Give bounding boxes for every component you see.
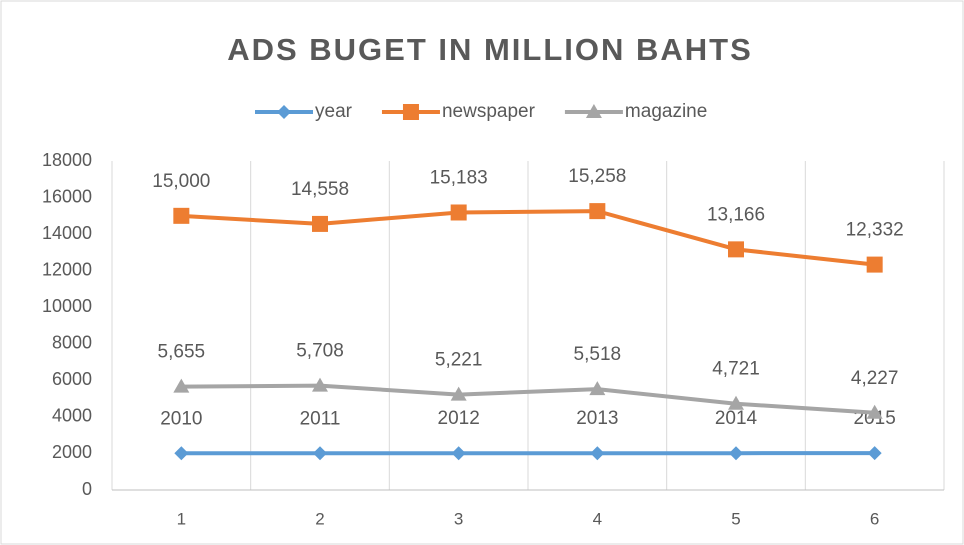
x-tick-label: 1 <box>177 509 186 528</box>
marker <box>867 446 882 461</box>
data-label: 2011 <box>300 408 341 429</box>
chart-title: ADS BUGET IN MILLION BAHTS <box>227 32 753 67</box>
x-tick-label: 5 <box>731 509 740 528</box>
x-tick-label: 4 <box>593 509 602 528</box>
marker <box>585 104 602 118</box>
y-tick-label: 12000 <box>42 259 92 279</box>
marker <box>174 446 189 461</box>
data-label: 12,332 <box>846 220 904 241</box>
data-label: 5,655 <box>158 342 206 363</box>
data-label: 4,227 <box>851 368 899 389</box>
marker <box>728 395 744 410</box>
marker <box>450 204 467 221</box>
marker <box>589 381 606 396</box>
y-tick-label: 2000 <box>52 442 92 462</box>
y-tick-label: 16000 <box>42 186 92 206</box>
line <box>181 383 875 415</box>
y-tick-label: 10000 <box>42 296 92 316</box>
marker <box>866 404 883 419</box>
data-label: 15,000 <box>152 171 210 192</box>
x-tick-label: 3 <box>454 509 463 528</box>
marker <box>450 386 467 401</box>
marker <box>312 215 328 232</box>
marker <box>312 377 328 392</box>
data-label: 5,518 <box>574 344 622 365</box>
x-tick-label: 2 <box>315 509 324 528</box>
y-tick-label: 0 <box>82 479 92 499</box>
legend-label: newspaper <box>442 101 536 122</box>
marker <box>729 446 743 461</box>
marker <box>313 446 327 461</box>
marker <box>451 446 466 461</box>
y-tick-label: 6000 <box>52 369 92 389</box>
data-label: 5,221 <box>435 350 483 371</box>
legend-label: year <box>315 101 353 122</box>
marker <box>402 104 419 120</box>
marker <box>589 203 606 220</box>
data-label: 2013 <box>576 408 618 429</box>
marker <box>866 256 883 273</box>
marker <box>728 241 744 258</box>
marker <box>277 105 291 119</box>
data-label: 2010 <box>160 408 202 429</box>
data-label: 2014 <box>715 408 758 429</box>
y-tick-label: 18000 <box>42 150 92 170</box>
data-label: 5,708 <box>296 341 344 362</box>
marker <box>173 378 190 393</box>
y-tick-label: 4000 <box>52 406 92 426</box>
data-label: 13,166 <box>707 204 765 225</box>
x-tick-label: 6 <box>870 509 879 528</box>
data-label: 15,183 <box>430 168 488 189</box>
data-label: 2012 <box>438 408 480 429</box>
marker <box>173 207 190 224</box>
data-label: 14,558 <box>291 179 349 200</box>
data-label: 4,721 <box>712 359 760 380</box>
line <box>181 209 875 267</box>
data-label: 15,258 <box>568 166 626 187</box>
y-tick-label: 14000 <box>42 223 92 243</box>
marker <box>590 446 605 461</box>
y-tick-label: 8000 <box>52 333 92 353</box>
legend-label: magazine <box>625 101 707 122</box>
